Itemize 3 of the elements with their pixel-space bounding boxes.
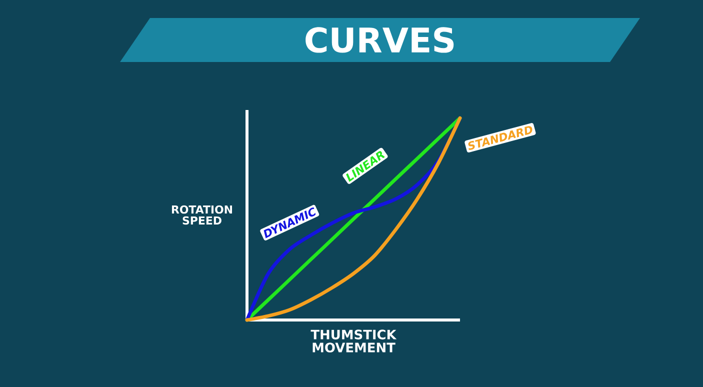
x-axis-title: THUMSTICK MOVEMENT — [310, 330, 397, 352]
chart-title: CURVES — [306, 27, 454, 53]
y-axis-title: ROTATION SPEED — [172, 205, 232, 225]
